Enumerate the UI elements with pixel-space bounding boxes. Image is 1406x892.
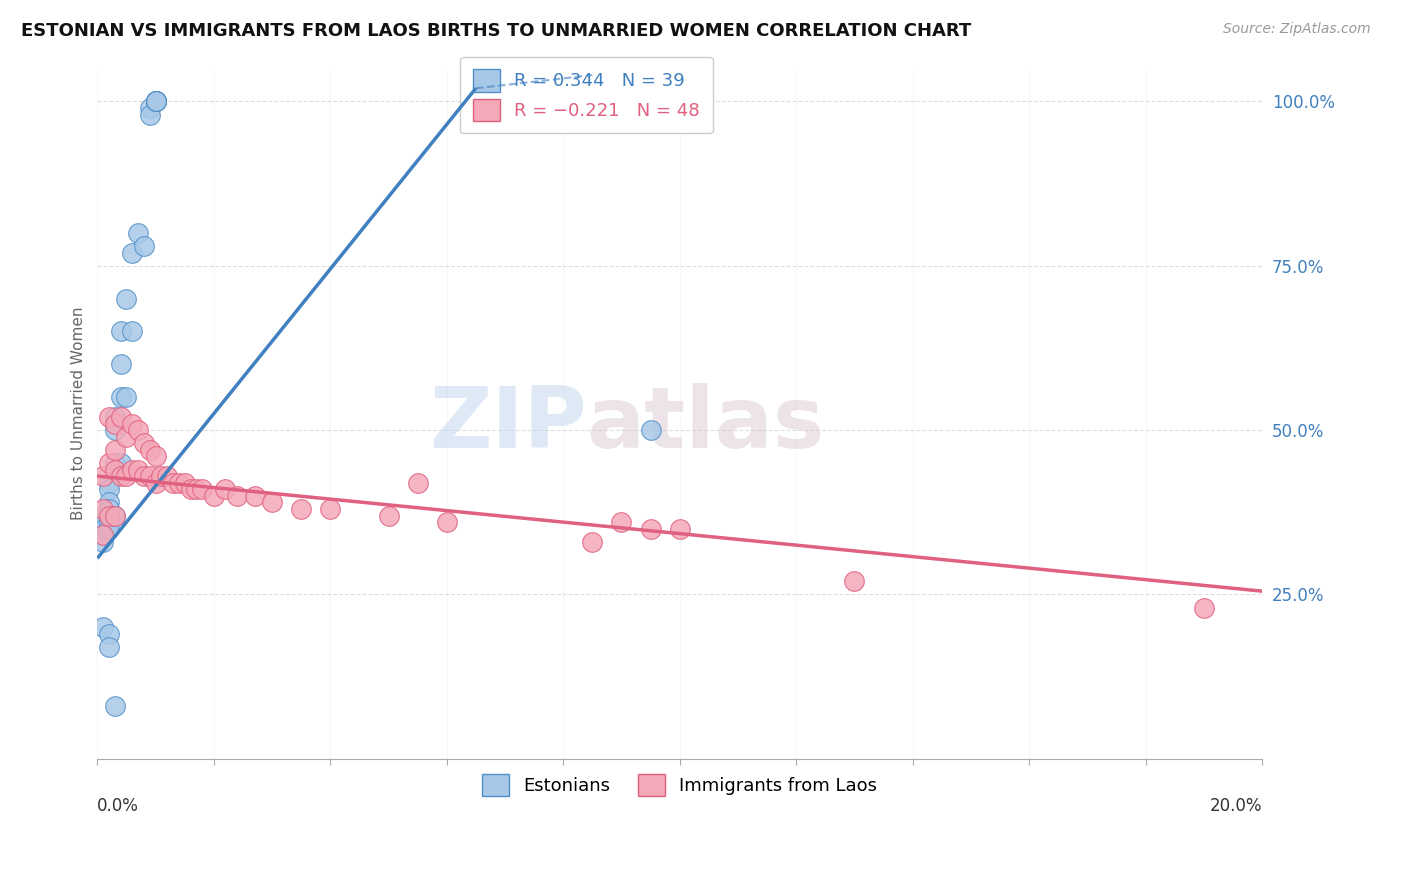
Point [104, 508, 127, 523]
Point [104, 417, 127, 431]
Text: 20.0%: 20.0% [1209, 797, 1263, 814]
Point [186, 482, 208, 496]
Point [127, 226, 149, 240]
Point [132, 436, 155, 450]
Point [104, 699, 127, 714]
Point [104, 442, 127, 457]
Point [115, 430, 138, 444]
Point [91, 528, 114, 542]
Point [640, 522, 662, 536]
Point [139, 469, 162, 483]
Point [98, 475, 121, 490]
Point [132, 469, 155, 483]
Point [91, 508, 114, 523]
Point [167, 475, 190, 490]
Point [139, 107, 162, 121]
Point [290, 502, 312, 516]
Point [98, 640, 121, 654]
Point [110, 409, 132, 424]
Point [150, 469, 173, 483]
Point [156, 469, 179, 483]
Point [145, 95, 167, 109]
Point [127, 462, 149, 476]
Point [406, 475, 429, 490]
Point [127, 423, 149, 437]
Point [104, 423, 127, 437]
Point [173, 475, 195, 490]
Text: 0.0%: 0.0% [97, 797, 139, 814]
Point [844, 574, 866, 589]
Point [377, 508, 399, 523]
Point [98, 508, 121, 523]
Point [319, 502, 342, 516]
Point [145, 95, 167, 109]
Point [145, 95, 167, 109]
Point [91, 515, 114, 529]
Point [91, 502, 114, 516]
Point [243, 489, 266, 503]
Point [98, 482, 121, 496]
Point [98, 515, 121, 529]
Point [145, 95, 167, 109]
Point [98, 522, 121, 536]
Point [581, 534, 603, 549]
Point [668, 522, 690, 536]
Point [1192, 600, 1215, 615]
Point [110, 469, 132, 483]
Point [162, 475, 184, 490]
Point [104, 462, 127, 476]
Point [115, 390, 138, 404]
Point [104, 508, 127, 523]
Point [214, 482, 236, 496]
Point [91, 469, 114, 483]
Point [98, 495, 121, 509]
Point [191, 482, 214, 496]
Legend: Estonians, Immigrants from Laos: Estonians, Immigrants from Laos [470, 761, 890, 808]
Point [115, 292, 138, 306]
Point [110, 325, 132, 339]
Point [91, 522, 114, 536]
Point [91, 528, 114, 542]
Point [121, 417, 143, 431]
Point [226, 489, 249, 503]
Point [115, 469, 138, 483]
Point [202, 489, 225, 503]
Point [139, 442, 162, 457]
Point [640, 423, 662, 437]
Point [98, 502, 121, 516]
Point [145, 475, 167, 490]
Y-axis label: Births to Unmarried Women: Births to Unmarried Women [72, 307, 86, 520]
Point [104, 456, 127, 470]
Point [145, 450, 167, 464]
Point [98, 627, 121, 641]
Point [610, 515, 633, 529]
Point [98, 409, 121, 424]
Text: Source: ZipAtlas.com: Source: ZipAtlas.com [1223, 22, 1371, 37]
Point [121, 245, 143, 260]
Point [98, 456, 121, 470]
Point [110, 456, 132, 470]
Point [260, 495, 283, 509]
Point [98, 508, 121, 523]
Point [132, 239, 155, 253]
Point [104, 409, 127, 424]
Point [121, 325, 143, 339]
Point [110, 390, 132, 404]
Point [145, 95, 167, 109]
Point [180, 482, 202, 496]
Text: atlas: atlas [586, 383, 825, 466]
Point [139, 101, 162, 115]
Point [121, 462, 143, 476]
Point [436, 515, 458, 529]
Point [91, 534, 114, 549]
Point [91, 620, 114, 634]
Point [110, 357, 132, 371]
Text: ESTONIAN VS IMMIGRANTS FROM LAOS BIRTHS TO UNMARRIED WOMEN CORRELATION CHART: ESTONIAN VS IMMIGRANTS FROM LAOS BIRTHS … [21, 22, 972, 40]
Point [145, 95, 167, 109]
Text: ZIP: ZIP [429, 383, 586, 466]
